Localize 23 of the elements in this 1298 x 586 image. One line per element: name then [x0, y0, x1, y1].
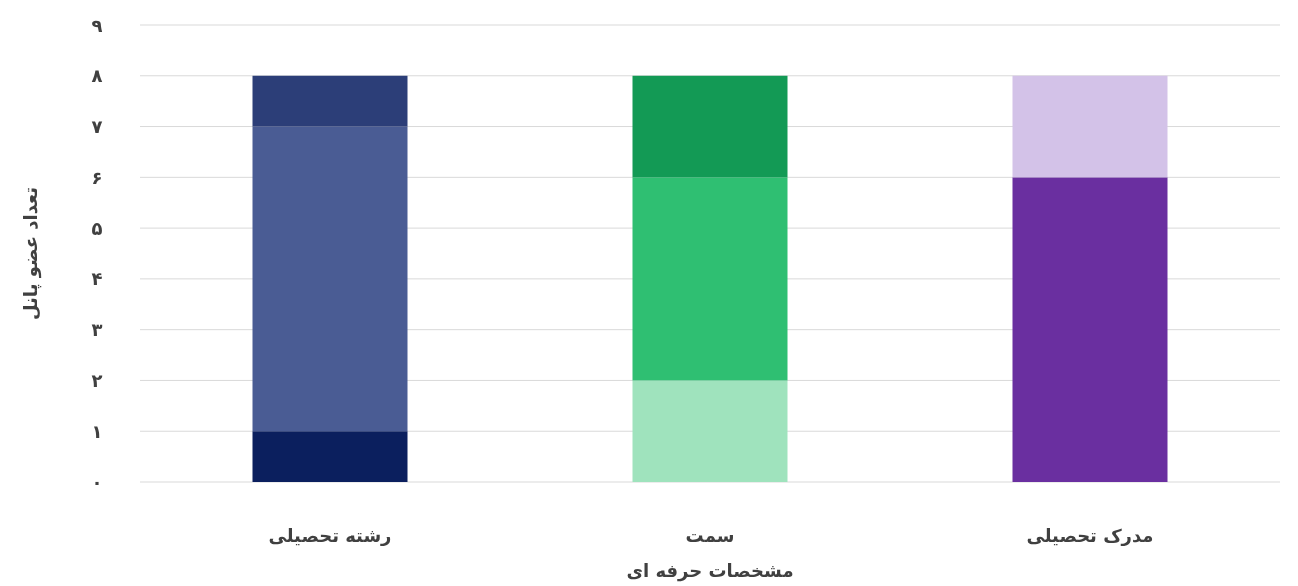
bar [632, 380, 788, 482]
y-tick-label: ۰ [91, 471, 103, 493]
bar [632, 75, 788, 178]
x-axis-title: مشخصات حرفه ای [626, 559, 794, 582]
bar [632, 177, 788, 381]
bar [1012, 177, 1168, 482]
y-tick-label: ۳ [91, 319, 103, 341]
bar [252, 75, 408, 127]
y-tick-label: ۷ [91, 116, 103, 138]
bar [252, 126, 408, 432]
x-tick-label: مدرک تحصیلی [1026, 524, 1154, 546]
y-tick-label: ۴ [91, 268, 103, 290]
y-tick-label: ۲ [91, 369, 103, 391]
x-tick-label: رشته تحصیلی [268, 524, 392, 546]
y-tick-label: ۸ [91, 65, 103, 87]
y-axis-title: تعداد عضو پانل [19, 187, 42, 320]
y-tick-label: ۱ [91, 420, 103, 442]
y-tick-label: ۹ [91, 14, 103, 36]
y-tick-label: ۵ [91, 217, 103, 239]
bar [252, 431, 408, 482]
bar [1012, 75, 1168, 178]
y-tick-label: ۶ [91, 166, 103, 188]
x-tick-label: سمت [685, 524, 735, 546]
